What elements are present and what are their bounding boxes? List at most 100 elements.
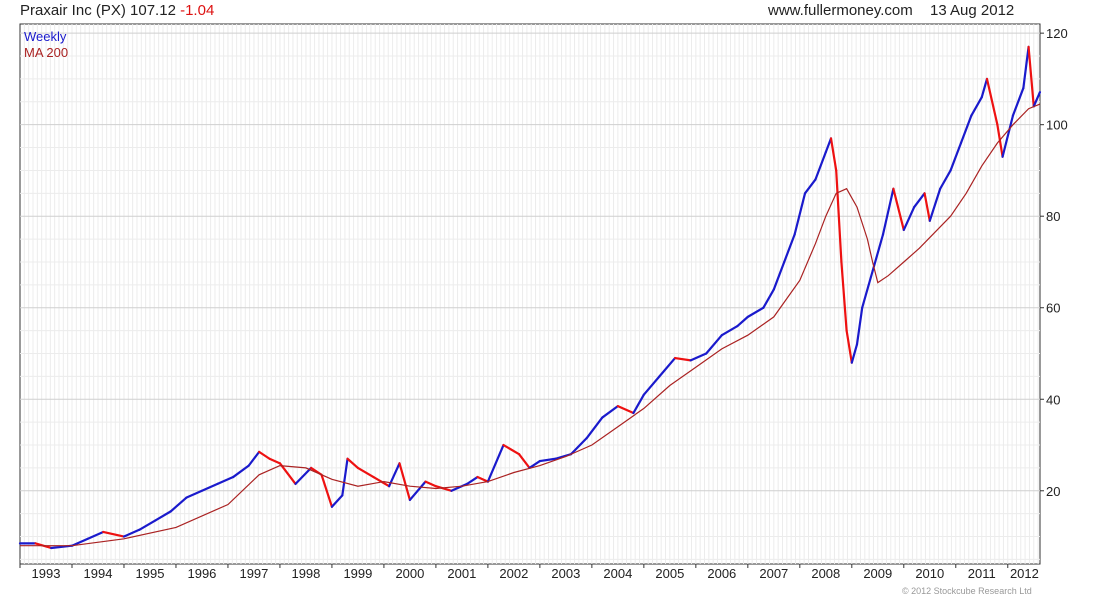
price-segment xyxy=(720,324,739,337)
price-segment xyxy=(330,494,344,508)
y-tick-label: 20 xyxy=(1046,484,1060,499)
price-segment xyxy=(835,169,843,264)
price-segment xyxy=(928,187,942,222)
chart-header: Praxair Inc (PX) 107.12 -1.04 www.fuller… xyxy=(0,0,1100,22)
price-segment xyxy=(398,462,412,502)
price-segment xyxy=(1011,86,1025,117)
price-segment xyxy=(1001,114,1015,158)
site-link[interactable]: www.fullermoney.com xyxy=(768,2,913,19)
price-segment xyxy=(736,315,749,328)
price-segment xyxy=(855,306,864,346)
price-segment xyxy=(985,77,999,126)
price-segment xyxy=(122,528,141,538)
price-change: -1.04 xyxy=(180,2,215,19)
y-tick-label: 40 xyxy=(1046,392,1060,407)
price-segment xyxy=(185,489,204,499)
x-tick-label: 2008 xyxy=(811,566,840,581)
price-segment xyxy=(803,178,817,195)
price-segment xyxy=(216,475,235,486)
price-segment xyxy=(465,475,479,486)
price-segment xyxy=(258,450,271,460)
price-segment xyxy=(923,192,931,222)
price-segment xyxy=(517,453,531,469)
price-segment xyxy=(689,352,708,362)
price-segment xyxy=(829,137,838,172)
price-segment xyxy=(840,260,848,332)
price-segment xyxy=(102,530,126,538)
x-tick-label: 1994 xyxy=(84,566,113,581)
price-segment xyxy=(200,482,219,492)
y-tick-label: 80 xyxy=(1046,209,1060,224)
price-segment xyxy=(86,530,105,540)
price-segment xyxy=(232,464,250,479)
price-segment xyxy=(970,96,983,117)
price-segment xyxy=(70,537,89,547)
x-tick-label: 2004 xyxy=(603,566,632,581)
x-tick-label: 2009 xyxy=(863,566,892,581)
price-segment xyxy=(772,260,786,291)
last-price: 107.12 xyxy=(130,2,176,19)
price-segment xyxy=(138,519,157,531)
price-segment xyxy=(673,356,692,362)
price-segment xyxy=(278,462,297,486)
y-tick-label: 100 xyxy=(1046,118,1068,133)
price-segment xyxy=(1032,90,1042,108)
chart-legend: Weekly MA 200 xyxy=(24,29,68,61)
x-tick-label: 1993 xyxy=(32,566,61,581)
x-tick-label: 1996 xyxy=(187,566,216,581)
x-tick-label: 2006 xyxy=(707,566,736,581)
price-segment xyxy=(642,375,661,396)
price-segment xyxy=(762,288,775,309)
price-segment xyxy=(939,169,952,190)
price-segment xyxy=(154,510,172,522)
y-tick-label: 120 xyxy=(1046,26,1068,41)
price-segment xyxy=(601,405,619,419)
x-tick-label: 2007 xyxy=(759,566,788,581)
price-segment xyxy=(949,141,963,172)
security-title: Praxair Inc (PX) 107.12 -1.04 xyxy=(20,2,214,19)
copyright-notice: © 2012 Stockcube Research Ltd xyxy=(902,586,1032,596)
price-segment xyxy=(294,466,313,486)
price-segment xyxy=(450,482,469,492)
x-tick-label: 1995 xyxy=(136,566,165,581)
x-tick-label: 2012 xyxy=(1010,566,1039,581)
x-tick-label: 1997 xyxy=(239,566,268,581)
price-segment xyxy=(850,343,859,364)
x-tick-label: 2010 xyxy=(915,566,944,581)
price-segment xyxy=(980,77,989,99)
price-segment xyxy=(616,405,635,415)
price-segment xyxy=(793,192,807,236)
x-tick-label: 1998 xyxy=(291,566,320,581)
price-segment xyxy=(746,306,765,318)
price-segment xyxy=(783,233,796,264)
x-tick-label: 2002 xyxy=(499,566,528,581)
price-segment xyxy=(632,393,645,415)
y-tick-label: 60 xyxy=(1046,301,1060,316)
price-segment xyxy=(247,450,261,467)
price-segment xyxy=(871,233,885,273)
price-segment xyxy=(658,356,677,378)
legend-weekly: Weekly xyxy=(24,29,67,44)
price-segment xyxy=(424,480,438,488)
price-segment xyxy=(861,270,874,309)
price-segment xyxy=(959,114,973,145)
price-segment xyxy=(814,151,827,181)
price-segment xyxy=(476,475,489,483)
plot-area xyxy=(19,23,1041,565)
price-segment xyxy=(892,187,905,232)
price-segment xyxy=(569,437,588,456)
price-segment xyxy=(268,457,282,465)
legend-ma-200: MA 200 xyxy=(24,45,69,60)
price-segment xyxy=(408,480,427,502)
chart-date: 13 Aug 2012 xyxy=(930,2,1015,19)
price-segment xyxy=(902,205,916,232)
x-tick-label: 2005 xyxy=(655,566,684,581)
price-segment xyxy=(881,187,895,236)
price-segment xyxy=(346,457,360,469)
price-segment xyxy=(169,496,188,513)
price-segment xyxy=(341,457,349,497)
x-tick-label: 2003 xyxy=(551,566,580,581)
price-segment xyxy=(913,192,926,209)
price-segment xyxy=(824,137,833,154)
